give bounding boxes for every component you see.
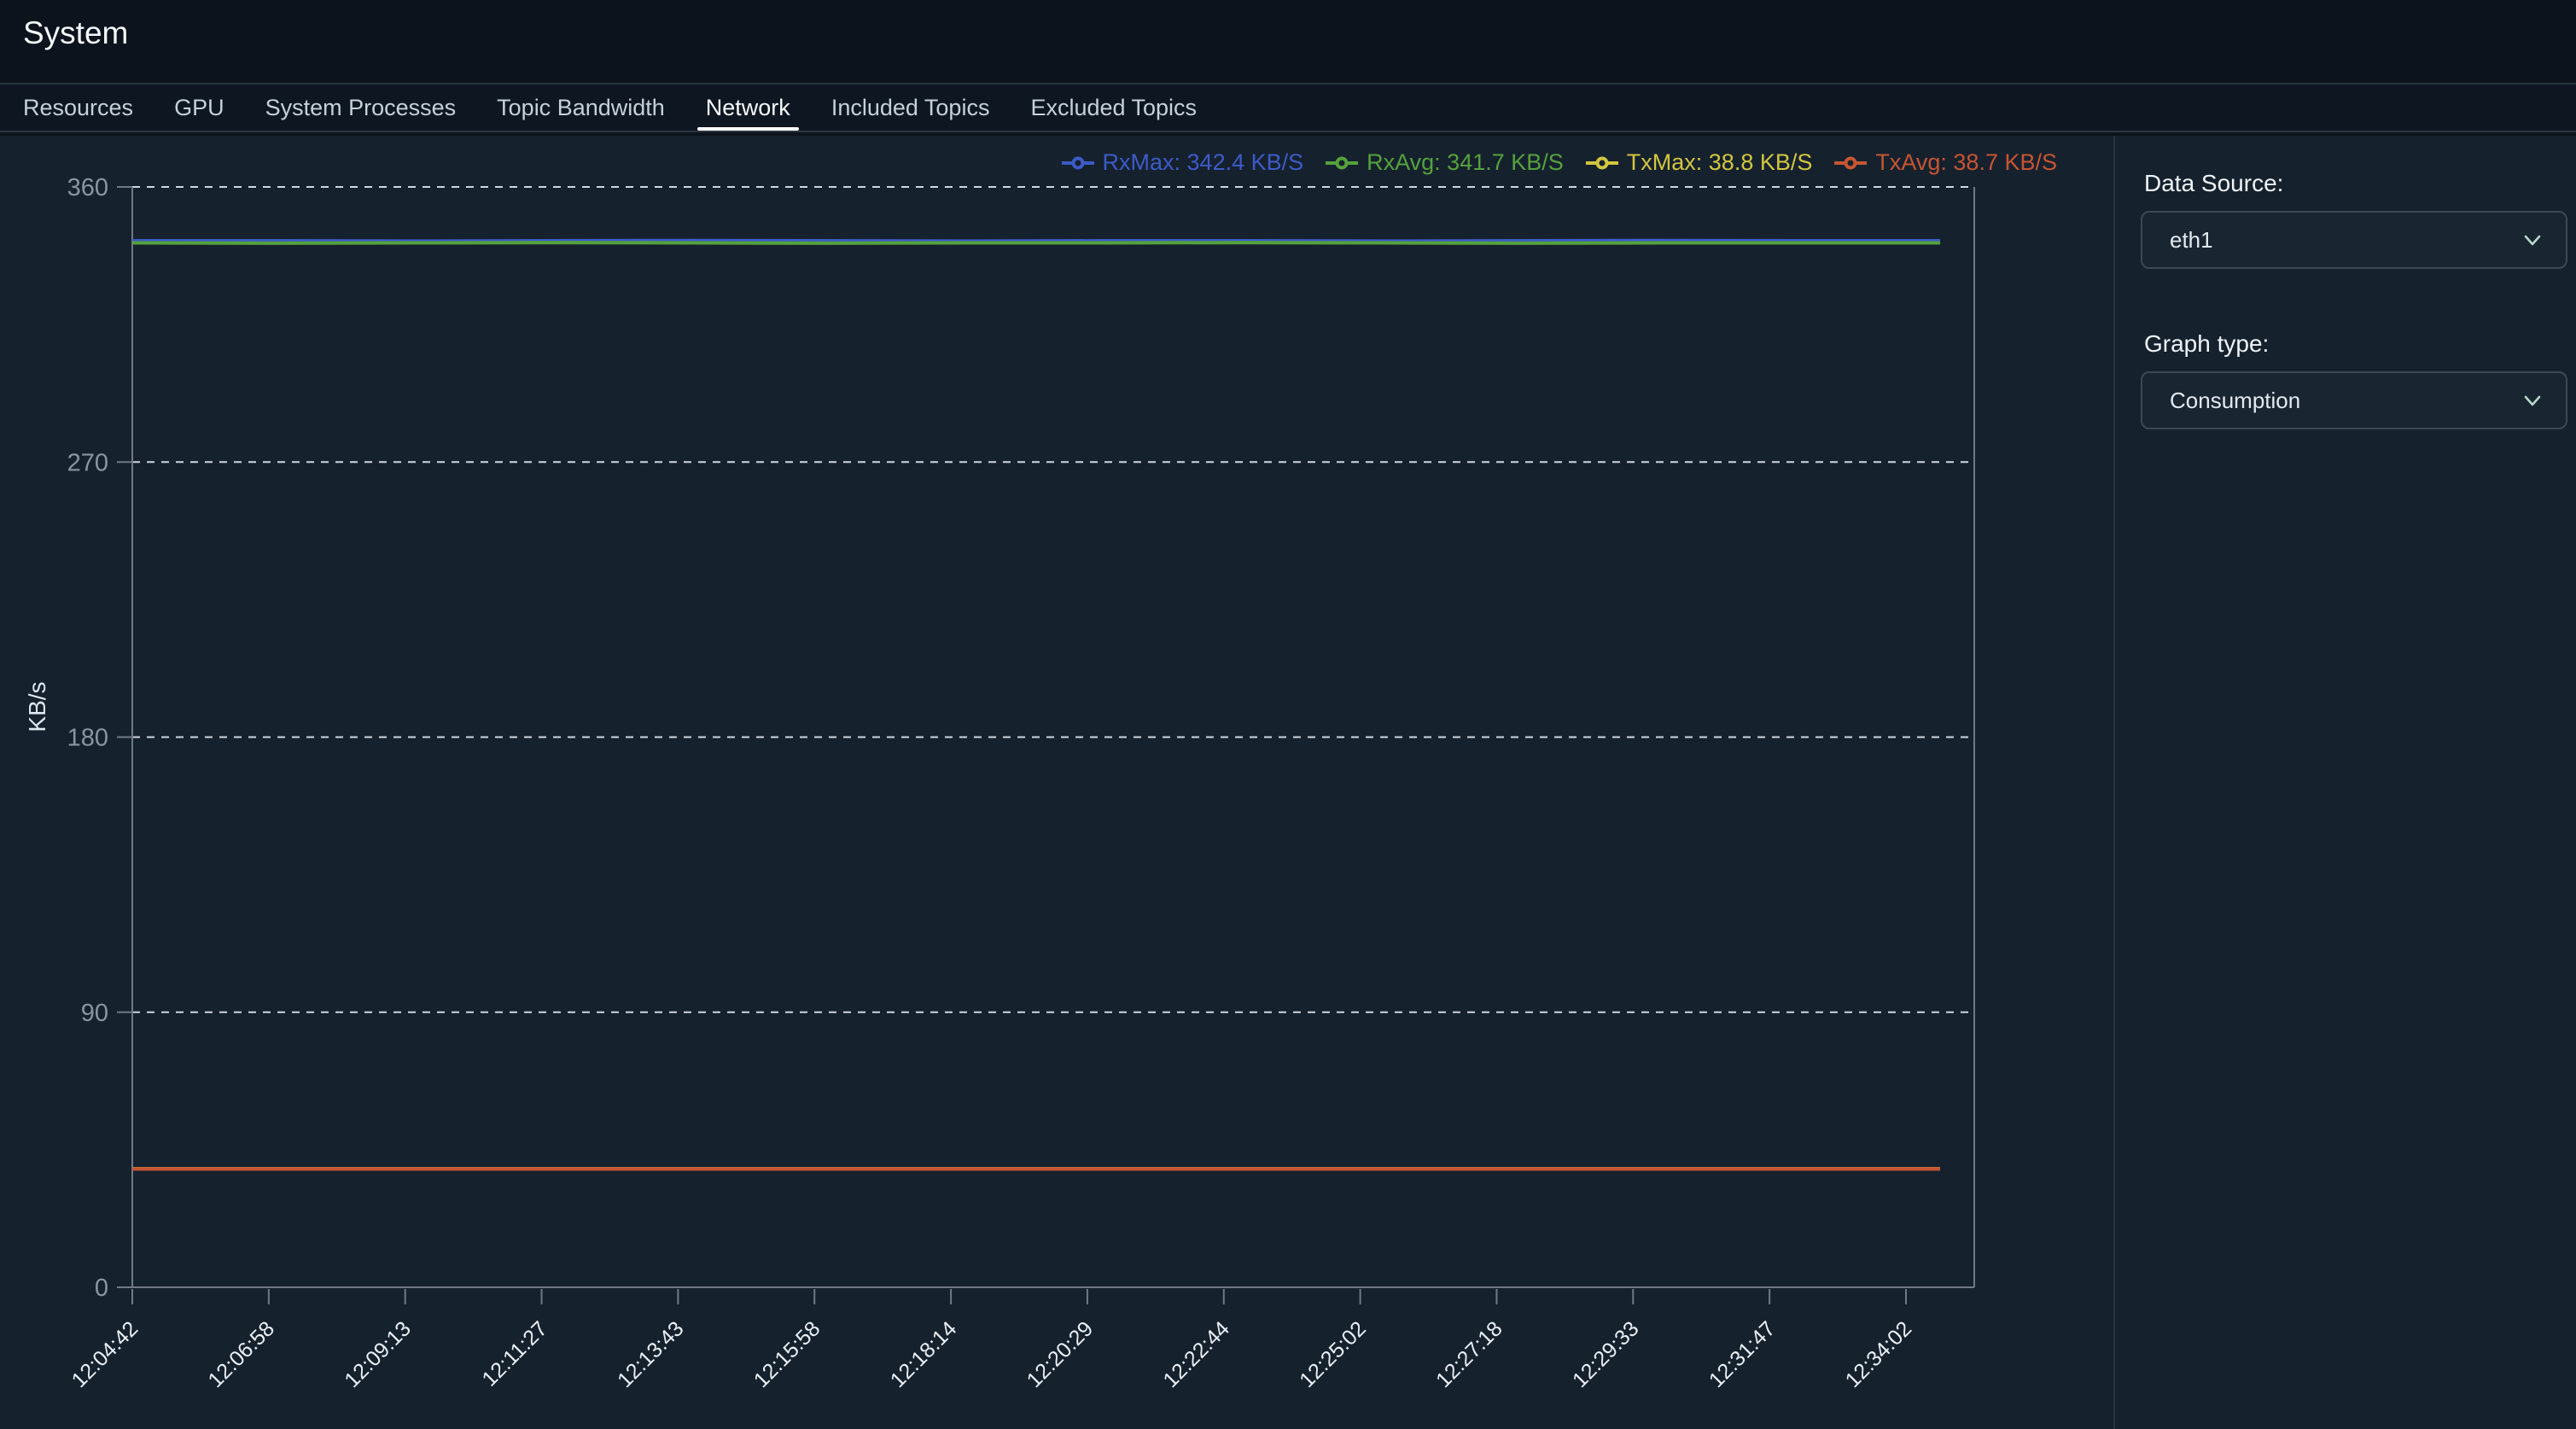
chevron-down-icon bbox=[2524, 235, 2541, 246]
legend-marker-icon bbox=[1585, 156, 1618, 169]
legend-label: TxMax: 38.8 KB/S bbox=[1626, 149, 1813, 175]
y-tick-label: 270 bbox=[67, 449, 108, 476]
graph-type-select[interactable]: Consumption bbox=[2141, 371, 2567, 429]
legend-marker-icon bbox=[1061, 156, 1094, 169]
data-source-label: Data Source: bbox=[2144, 170, 2284, 196]
graph-type-label: Graph type: bbox=[2144, 330, 2270, 357]
y-tick-label: 90 bbox=[81, 1000, 108, 1027]
tab-resources[interactable]: Resources bbox=[23, 94, 134, 120]
chevron-down-icon bbox=[2524, 395, 2541, 406]
legend-label: RxAvg: 341.7 KB/S bbox=[1367, 149, 1564, 175]
data-source-select[interactable]: eth1 bbox=[2141, 211, 2567, 269]
x-tick-label: 12:18:14 bbox=[886, 1316, 962, 1392]
x-tick-label: 12:11:27 bbox=[477, 1316, 551, 1391]
legend-item-rxavg[interactable]: RxAvg: 341.7 KB/S bbox=[1326, 149, 1564, 176]
y-tick-label: 360 bbox=[67, 174, 108, 201]
data-source-value: eth1 bbox=[2170, 226, 2213, 253]
y-tick-label: 0 bbox=[95, 1274, 108, 1302]
x-tick-label: 12:34:02 bbox=[1841, 1316, 1917, 1392]
header-bar: System bbox=[0, 0, 2576, 81]
tab-bar: Resources GPU System Processes Topic Bandwi… bbox=[0, 83, 2576, 132]
legend-item-txavg[interactable]: TxAvg: 38.7 KB/S bbox=[1834, 149, 2057, 176]
tab-network[interactable]: Network bbox=[696, 85, 799, 131]
tab-excluded-topics[interactable]: Excluded Topics bbox=[1030, 94, 1198, 120]
series-line-rxmax bbox=[132, 238, 1940, 243]
graph-type-value: Consumption bbox=[2170, 387, 2301, 413]
x-tick-label: 12:22:44 bbox=[1158, 1316, 1234, 1392]
page-title: System bbox=[23, 15, 129, 50]
chart-plot: 0 90 180 270 360 12:04:42 12:06:58 12:09:13 12:1… bbox=[67, 174, 1975, 1392]
tab-included-topics[interactable]: Included Topics bbox=[830, 94, 990, 120]
x-tick-label: 12:13:43 bbox=[613, 1316, 689, 1392]
settings-sidebar: Data Source: eth1 Graph type: Consumptio… bbox=[2113, 136, 2576, 1429]
tab-topic-bandwidth[interactable]: Topic Bandwidth bbox=[497, 94, 665, 120]
x-tick-label: 12:31:47 bbox=[1705, 1316, 1780, 1392]
legend-label: TxAvg: 38.7 KB/S bbox=[1875, 149, 2057, 175]
x-tick-label: 12:04:42 bbox=[67, 1316, 143, 1392]
network-chart: 0 90 180 270 360 12:04:42 12:06:58 12:09:13 12:1… bbox=[0, 136, 2112, 1429]
x-tick-label: 12:25:02 bbox=[1295, 1316, 1371, 1392]
x-tick-label: 12:15:58 bbox=[749, 1316, 825, 1392]
x-tick-label: 12:09:13 bbox=[340, 1316, 416, 1392]
x-tick-label: 12:20:29 bbox=[1023, 1316, 1099, 1392]
legend-marker-icon bbox=[1834, 156, 1868, 169]
legend-item-rxmax[interactable]: RxMax: 342.4 KB/S bbox=[1061, 149, 1304, 176]
tab-system-processes[interactable]: System Processes bbox=[265, 94, 457, 120]
series-line-rxavg bbox=[131, 241, 1940, 245]
x-tick-label: 12:06:58 bbox=[203, 1316, 279, 1392]
x-tick-label: 12:29:33 bbox=[1568, 1316, 1644, 1392]
y-axis-title: KB/s bbox=[24, 681, 50, 732]
chart-legend: RxMax: 342.4 KB/S RxAvg: 341.7 KB/S TxMax:… bbox=[1061, 149, 2057, 176]
legend-marker-icon bbox=[1326, 156, 1359, 169]
legend-item-txmax[interactable]: TxMax: 38.8 KB/S bbox=[1585, 149, 1813, 176]
main-content: 0 90 180 270 360 12:04:42 12:06:58 12:09:13 12:1… bbox=[0, 136, 2576, 1429]
y-tick-label: 180 bbox=[67, 725, 108, 752]
tab-gpu[interactable]: GPU bbox=[174, 94, 224, 120]
x-tick-label: 12:27:18 bbox=[1431, 1316, 1507, 1392]
legend-label: RxMax: 342.4 KB/S bbox=[1102, 149, 1304, 175]
